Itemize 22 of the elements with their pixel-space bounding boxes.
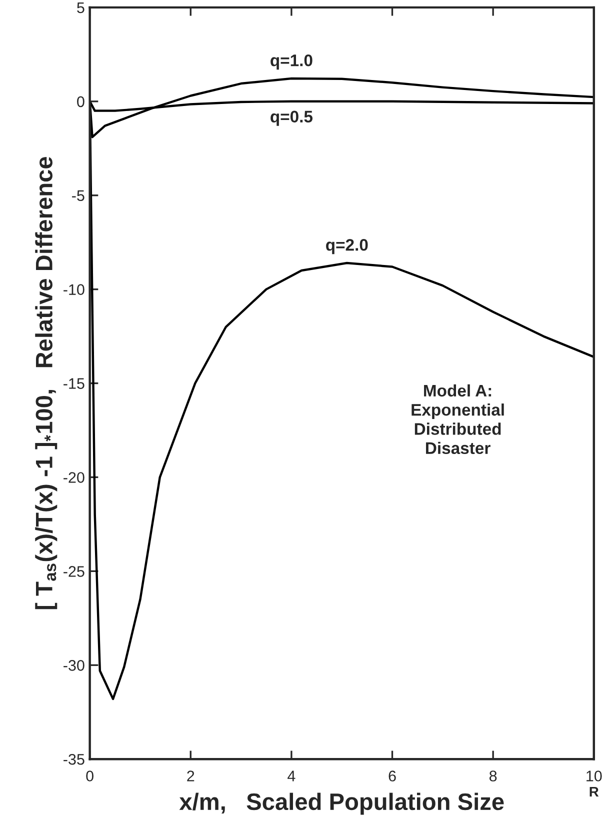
y-tick-label: -20 — [64, 472, 84, 483]
y-tick-label: -10 — [64, 284, 84, 295]
y-tick-label: 5 — [77, 2, 84, 14]
x-tick-label: 4 — [288, 770, 296, 782]
series-label: q=0.5 — [270, 110, 313, 126]
series-label: q=1.0 — [270, 54, 312, 70]
annotation: Model A: Exponential Distributed Disaster — [412, 384, 504, 454]
y-tick-label: -15 — [64, 378, 84, 389]
x-tick-label: 6 — [388, 770, 396, 782]
y-tick-label: -30 — [64, 660, 84, 671]
x-tick-label: 0 — [86, 770, 94, 782]
x-axis-title: x/m, Scaled Population Size — [179, 792, 504, 815]
x-tick-label: 8 — [489, 770, 497, 782]
y-tick-label: -35 — [64, 754, 84, 765]
y-tick-label: 0 — [77, 96, 84, 108]
y-axis-title: [ T$_{as}$(x)/T(x) -1 ]$_{*}$100, Relative Difference — [35, 156, 58, 610]
y-tick-label: -25 — [64, 566, 84, 577]
x-tick-label: 10 — [586, 770, 602, 782]
series-label: q=2.0 — [326, 239, 368, 254]
text: R — [590, 786, 599, 797]
x-tick-label: 2 — [187, 770, 194, 782]
y-tick-label: -5 — [72, 190, 84, 202]
